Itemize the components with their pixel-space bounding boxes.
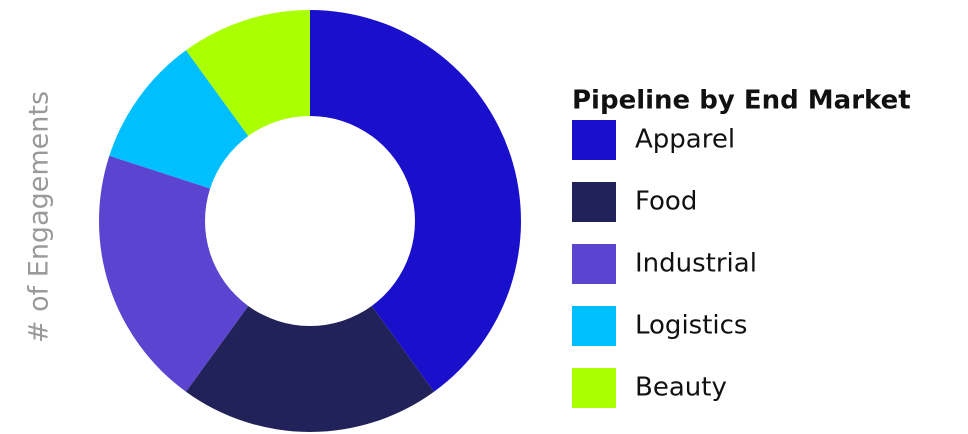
donut-slice	[99, 155, 249, 392]
legend-swatch	[572, 306, 616, 346]
legend-swatch	[572, 182, 616, 222]
legend-label: Beauty	[635, 373, 727, 403]
legend-swatch	[572, 244, 616, 284]
donut-slice	[185, 9, 310, 137]
legend-label: Logistics	[635, 311, 747, 341]
legend-title: Pipeline by End Market	[572, 86, 911, 116]
donut-slice	[109, 50, 249, 189]
legend-label: Apparel	[635, 125, 735, 155]
legend-label: Food	[635, 187, 697, 217]
legend-swatch	[572, 120, 616, 160]
legend-swatch	[572, 368, 616, 408]
donut-slice	[185, 305, 435, 432]
legend-label: Industrial	[635, 249, 757, 279]
axis-label: # of Engagements	[24, 91, 55, 343]
donut-slice	[310, 10, 522, 392]
